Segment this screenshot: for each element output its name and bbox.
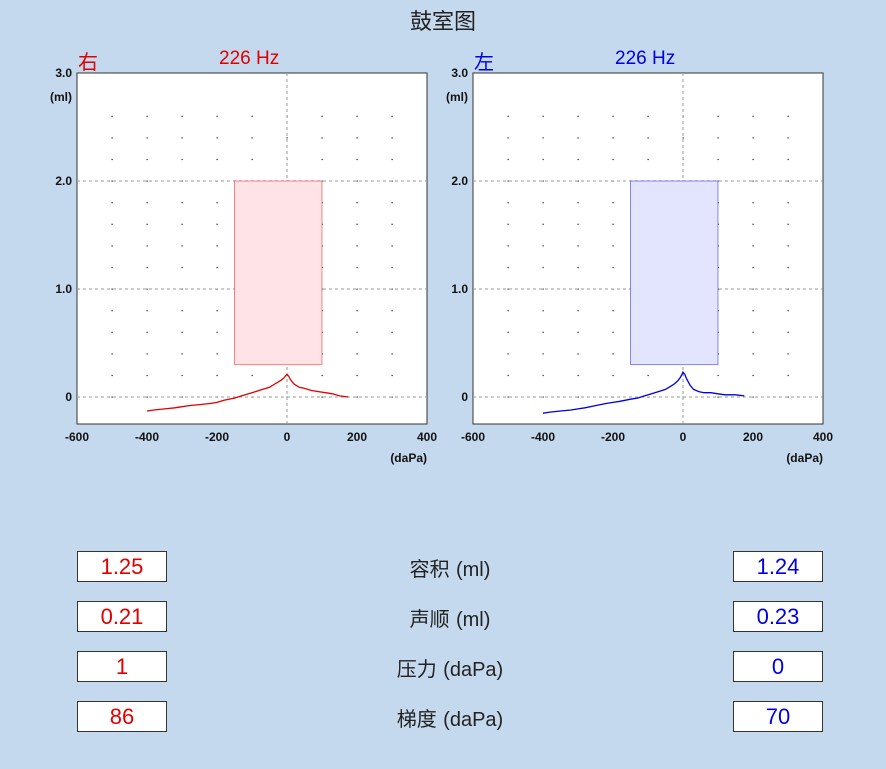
left-y-tick-label: 3.0 xyxy=(451,66,468,80)
left-x-tick-label: -200 xyxy=(601,430,625,444)
right-value-box: 0.21 xyxy=(77,601,167,632)
right-x-tick-label: -400 xyxy=(135,430,159,444)
left-ear-label: 左 xyxy=(474,50,494,74)
left-tympanogram-curve xyxy=(542,371,745,414)
measurement-name: 容积 xyxy=(409,557,456,581)
right-x-tick-label: -200 xyxy=(205,430,229,444)
left-tympanogram-chart: -600 -400 -200 0 200 400 3.0 2.0 1.0 0 (ml) (daPa) xyxy=(446,66,833,465)
left-value-box: 0.23 xyxy=(733,601,823,632)
left-x-tick-label: -600 xyxy=(461,430,485,444)
right-y-tick-label: 0 xyxy=(65,390,72,404)
measurement-unit: (daPa) xyxy=(443,659,504,681)
left-normal-range-box xyxy=(630,180,719,366)
left-x-tick-label: 0 xyxy=(680,430,687,444)
right-x-tick-label: 0 xyxy=(284,430,291,444)
left-y-axis-label: (ml) xyxy=(446,90,468,104)
left-value-box: 70 xyxy=(733,701,823,732)
right-value-box: 1.25 xyxy=(77,551,167,582)
left-x-tick-label: -400 xyxy=(531,430,555,444)
left-y-tick-label: 2.0 xyxy=(451,174,468,188)
measurement-label: 声顺 (ml) xyxy=(300,603,600,632)
measurement-label: 容积 (ml) xyxy=(300,553,600,582)
left-y-tick-label: 0 xyxy=(461,390,468,404)
right-normal-range-box xyxy=(234,180,323,366)
left-value-box: 1.24 xyxy=(733,551,823,582)
right-y-tick-label: 2.0 xyxy=(55,174,72,188)
left-value-box: 0 xyxy=(733,651,823,682)
left-x-axis-label: (daPa) xyxy=(786,451,823,465)
measurement-unit: (ml) xyxy=(455,609,491,631)
right-y-tick-label: 1.0 xyxy=(55,282,72,296)
measurement-unit: (ml) xyxy=(455,559,491,581)
measurement-name: 声顺 xyxy=(409,607,456,631)
right-ear-label: 右 xyxy=(78,50,98,74)
left-x-tick-label: 200 xyxy=(743,430,763,444)
right-x-tick-label: 200 xyxy=(347,430,367,444)
measurement-label: 梯度 (daPa) xyxy=(300,703,600,732)
right-tympanogram-curve xyxy=(146,373,349,412)
right-y-axis-label: (ml) xyxy=(50,90,72,104)
right-value-box: 1 xyxy=(77,651,167,682)
left-x-tick-label: 400 xyxy=(813,430,833,444)
measurement-unit: (daPa) xyxy=(443,709,504,731)
measurement-name: 压力 xyxy=(396,657,444,681)
right-x-tick-label: 400 xyxy=(417,430,437,444)
page-title: 鼓室图 xyxy=(409,10,476,35)
measurement-label: 压力 (daPa) xyxy=(300,653,600,682)
right-x-tick-label: -600 xyxy=(65,430,89,444)
right-value-box: 86 xyxy=(77,701,167,732)
left-frequency-label: 226 Hz xyxy=(615,48,676,69)
right-frequency-label: 226 Hz xyxy=(219,48,280,69)
right-x-axis-label: (daPa) xyxy=(390,451,427,465)
right-tympanogram-chart: -600 -400 -200 0 200 400 3.0 2.0 1.0 0 (ml) (daPa) xyxy=(50,66,437,465)
left-y-tick-label: 1.0 xyxy=(451,282,468,296)
measurement-name: 梯度 xyxy=(396,707,444,731)
right-y-tick-label: 3.0 xyxy=(55,66,72,80)
